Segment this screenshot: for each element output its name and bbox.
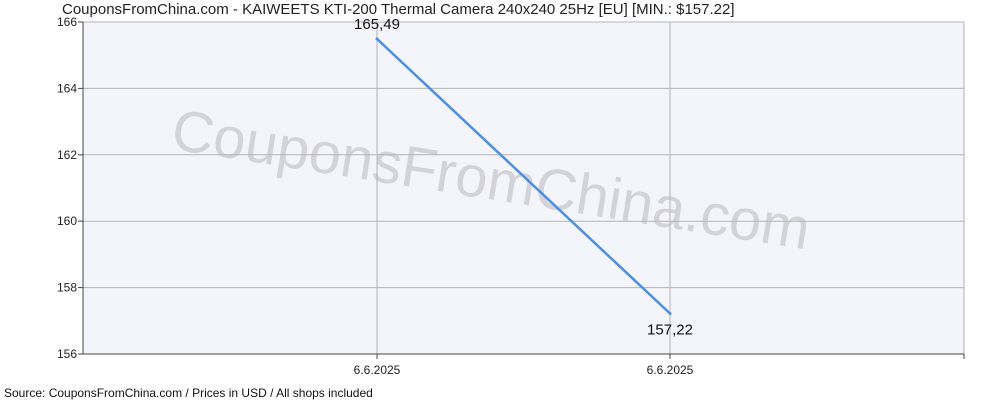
data-label: 165,49 xyxy=(354,16,400,33)
y-tick-label: 158 xyxy=(57,281,77,295)
axes xyxy=(78,21,965,359)
y-tick-label: 162 xyxy=(57,148,77,162)
x-tick-labels: 6.6.2025 6.6.2025 xyxy=(354,363,694,377)
y-tick-labels: 156 158 160 162 164 166 xyxy=(57,15,77,361)
x-tick-label: 6.6.2025 xyxy=(354,363,401,377)
y-tick-label: 164 xyxy=(57,81,77,95)
y-tick-label: 156 xyxy=(57,347,77,361)
data-point xyxy=(668,311,672,315)
series-line xyxy=(375,37,672,315)
chart-source-note: Source: CouponsFromChina.com / Prices in… xyxy=(4,386,373,400)
x-tick-label: 6.6.2025 xyxy=(647,363,694,377)
data-labels: 165,49 157,22 xyxy=(354,16,693,339)
y-tick-label: 160 xyxy=(57,214,77,228)
plot-area xyxy=(83,22,964,354)
data-point xyxy=(375,37,379,41)
y-tick-label: 166 xyxy=(57,15,77,29)
series-line-path xyxy=(376,38,671,315)
data-label: 157,22 xyxy=(647,321,693,338)
chart-title: CouponsFromChina.com - KAIWEETS KTI-200 … xyxy=(62,1,735,18)
